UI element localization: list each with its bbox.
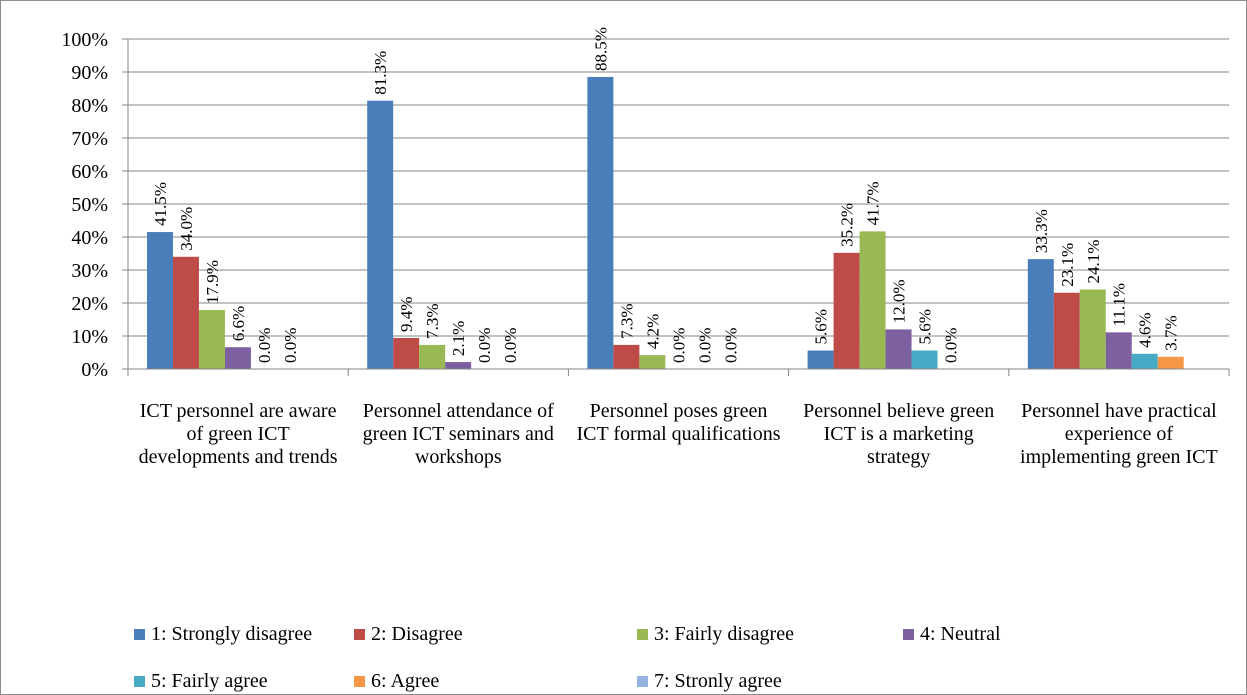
bar [1157, 356, 1184, 369]
bar [1131, 353, 1158, 369]
data-label: 12.0% [890, 279, 909, 323]
bar [911, 350, 938, 369]
bar [859, 231, 886, 369]
bar [147, 232, 173, 369]
legend-swatch [134, 628, 145, 640]
legend-label: 6: Agree [371, 670, 440, 692]
data-label: 5.6% [916, 309, 935, 344]
legend-item: 7: Stronly agree [637, 670, 782, 692]
legend-label: 2: Disagree [371, 623, 463, 645]
bar [224, 347, 251, 369]
bar [1027, 259, 1054, 369]
bar [639, 355, 666, 369]
y-tick-label: 20% [71, 293, 108, 315]
y-tick-label: 70% [71, 128, 108, 150]
y-tick-label: 60% [71, 161, 108, 183]
bar [807, 350, 834, 369]
legend-label: 4: Neutral [920, 623, 1001, 645]
data-label: 0.0% [281, 328, 300, 363]
data-label: 24.1% [1084, 240, 1103, 284]
legend-swatch [354, 628, 365, 640]
data-label: 23.1% [1058, 243, 1077, 287]
bar [445, 362, 472, 369]
data-label: 4.6% [1136, 312, 1155, 347]
x-tick-label: ICT personnel are aware of green ICT dev… [138, 400, 338, 468]
legend-swatch [134, 675, 145, 687]
bar [393, 337, 420, 369]
legend-label: 1: Strongly disagree [151, 623, 313, 645]
legend-item: 4: Neutral [903, 623, 1001, 645]
data-label: 7.3% [617, 303, 636, 338]
data-label: 34.0% [177, 207, 196, 251]
data-label: 88.5% [591, 27, 610, 71]
bar [587, 76, 614, 369]
x-tick-label: Personnel attendance of green ICT semina… [362, 400, 554, 468]
legend-item: 1: Strongly disagree [134, 623, 312, 645]
bar [367, 100, 394, 370]
data-label: 35.2% [838, 203, 857, 247]
data-label: 33.3% [1032, 209, 1051, 253]
bar [172, 256, 199, 369]
bar [1053, 292, 1080, 369]
bar [1105, 332, 1132, 369]
data-label: 81.3% [371, 51, 390, 95]
data-label: 6.6% [229, 306, 248, 341]
data-label: 0.0% [475, 328, 494, 363]
bar [419, 344, 446, 369]
legend-swatch [637, 675, 648, 687]
data-label: 0.0% [942, 328, 961, 363]
y-tick-label: 50% [71, 194, 108, 216]
legend-swatch [637, 628, 648, 640]
bar [885, 329, 912, 369]
legend-swatch [354, 675, 365, 687]
data-label: 5.6% [812, 309, 831, 344]
data-label: 0.0% [721, 328, 740, 363]
bar [1079, 289, 1106, 369]
y-tick-label: 80% [71, 95, 108, 117]
data-label: 0.0% [695, 328, 714, 363]
x-tick-label: Personnel poses green ICT formal qualifi… [576, 400, 781, 445]
legend-swatch [903, 628, 914, 640]
data-label: 17.9% [203, 260, 222, 304]
data-label: 3.7% [1162, 315, 1181, 350]
x-tick-label: Personnel believe green ICT is a marketi… [803, 400, 995, 468]
bar [833, 252, 860, 369]
y-tick-label: 100% [61, 29, 108, 51]
legend-label: 3: Fairly disagree [654, 623, 794, 645]
legend-label: 5: Fairly agree [151, 670, 268, 692]
y-tick-label: 30% [71, 260, 108, 282]
bar [613, 344, 640, 369]
y-tick-label: 40% [71, 227, 108, 249]
data-label: 4.2% [643, 314, 662, 349]
legend-item: 2: Disagree [354, 623, 463, 645]
data-label: 0.0% [255, 328, 274, 363]
data-label: 41.5% [151, 182, 170, 226]
data-label: 11.1% [1110, 283, 1129, 326]
legend-item: 5: Fairly agree [134, 670, 268, 692]
data-label: 7.3% [423, 303, 442, 338]
legend-item: 6: Agree [354, 670, 439, 692]
data-label: 2.1% [449, 321, 468, 356]
legend-item: 3: Fairly disagree [637, 623, 794, 645]
bar [198, 309, 225, 369]
data-label: 0.0% [669, 328, 688, 363]
y-tick-label: 90% [71, 62, 108, 84]
legend-label: 7: Stronly agree [654, 670, 782, 692]
x-tick-label: Personnel have practical experience of i… [1020, 400, 1218, 468]
data-label: 9.4% [397, 297, 416, 332]
data-label: 0.0% [501, 328, 520, 363]
y-tick-label: 0% [81, 359, 108, 381]
data-label: 41.7% [864, 181, 883, 225]
y-tick-label: 10% [71, 326, 108, 348]
